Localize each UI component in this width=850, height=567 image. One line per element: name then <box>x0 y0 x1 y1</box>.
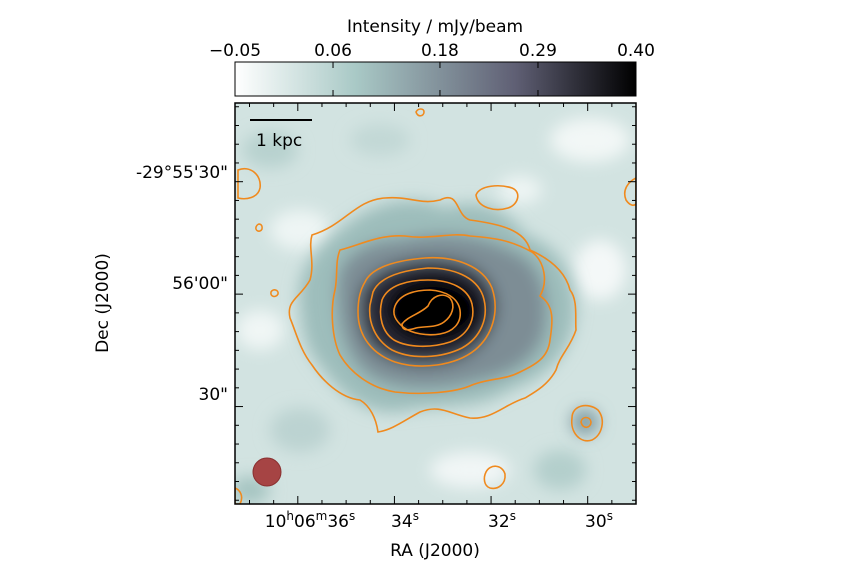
contour-blob-small-1 <box>415 108 425 117</box>
colorbar-tick-label-0: −0.05 <box>209 41 261 61</box>
x-axis-label: RA (J2000) <box>390 541 480 561</box>
contour-level-2 <box>331 234 553 395</box>
contour-level-6 <box>393 289 462 336</box>
colorbar-ticks <box>234 62 637 96</box>
scale-bar-label: 1 kpc <box>256 131 302 151</box>
contour-level-4 <box>368 267 487 358</box>
contour-blob-lowright-outer <box>570 404 604 442</box>
noise-texture <box>235 118 630 504</box>
x-tick-label-32s: 32s <box>488 509 516 532</box>
contour-level-7 <box>401 294 454 331</box>
contour-level-5 <box>379 279 474 348</box>
axis-ticks <box>235 103 637 504</box>
scale-bar <box>250 119 312 121</box>
colorbar-tick-label-3: 0.29 <box>519 41 557 61</box>
contour-blob-lowright-inner <box>580 416 592 429</box>
colorbar-tick-label-4: 0.40 <box>617 41 655 61</box>
y-axis-label: Dec (J2000) <box>93 253 113 353</box>
map-frame <box>234 102 637 505</box>
x-tick-label-34s: 34s <box>391 509 419 532</box>
contours <box>235 108 636 504</box>
x-tick-label-30s: 30s <box>585 509 613 532</box>
colorbar <box>234 61 637 97</box>
colorbar-tick-labels: −0.05 0.06 0.18 0.29 0.40 <box>209 41 655 61</box>
y-tick-label-0: -29°55'30" <box>136 163 228 183</box>
contour-level-3 <box>357 256 496 367</box>
colorbar-tick-label-2: 0.18 <box>421 41 459 61</box>
contour-blob-topright <box>475 185 519 211</box>
contour-blob-bottom <box>483 465 506 490</box>
contour-blob-small-3 <box>270 289 279 298</box>
contour-blob-rightedge <box>623 177 636 206</box>
contour-level-1 <box>288 196 577 433</box>
contour-blob-corner <box>235 487 243 504</box>
x-tick-label-36s: 10h06m36s <box>265 509 356 532</box>
emission <box>298 200 599 435</box>
colorbar-label: Intensity / mJy/beam <box>347 17 523 37</box>
contour-blob-topleft <box>237 168 261 200</box>
colorbar-tick-label-1: 0.06 <box>314 41 352 61</box>
intensity-map: 1 kpc <box>235 103 636 504</box>
y-tick-label-1: 56'00" <box>172 274 228 294</box>
y-tick-label-2: 30" <box>199 385 228 405</box>
contour-blob-small-2 <box>255 223 263 232</box>
beam-ellipse <box>252 457 282 487</box>
